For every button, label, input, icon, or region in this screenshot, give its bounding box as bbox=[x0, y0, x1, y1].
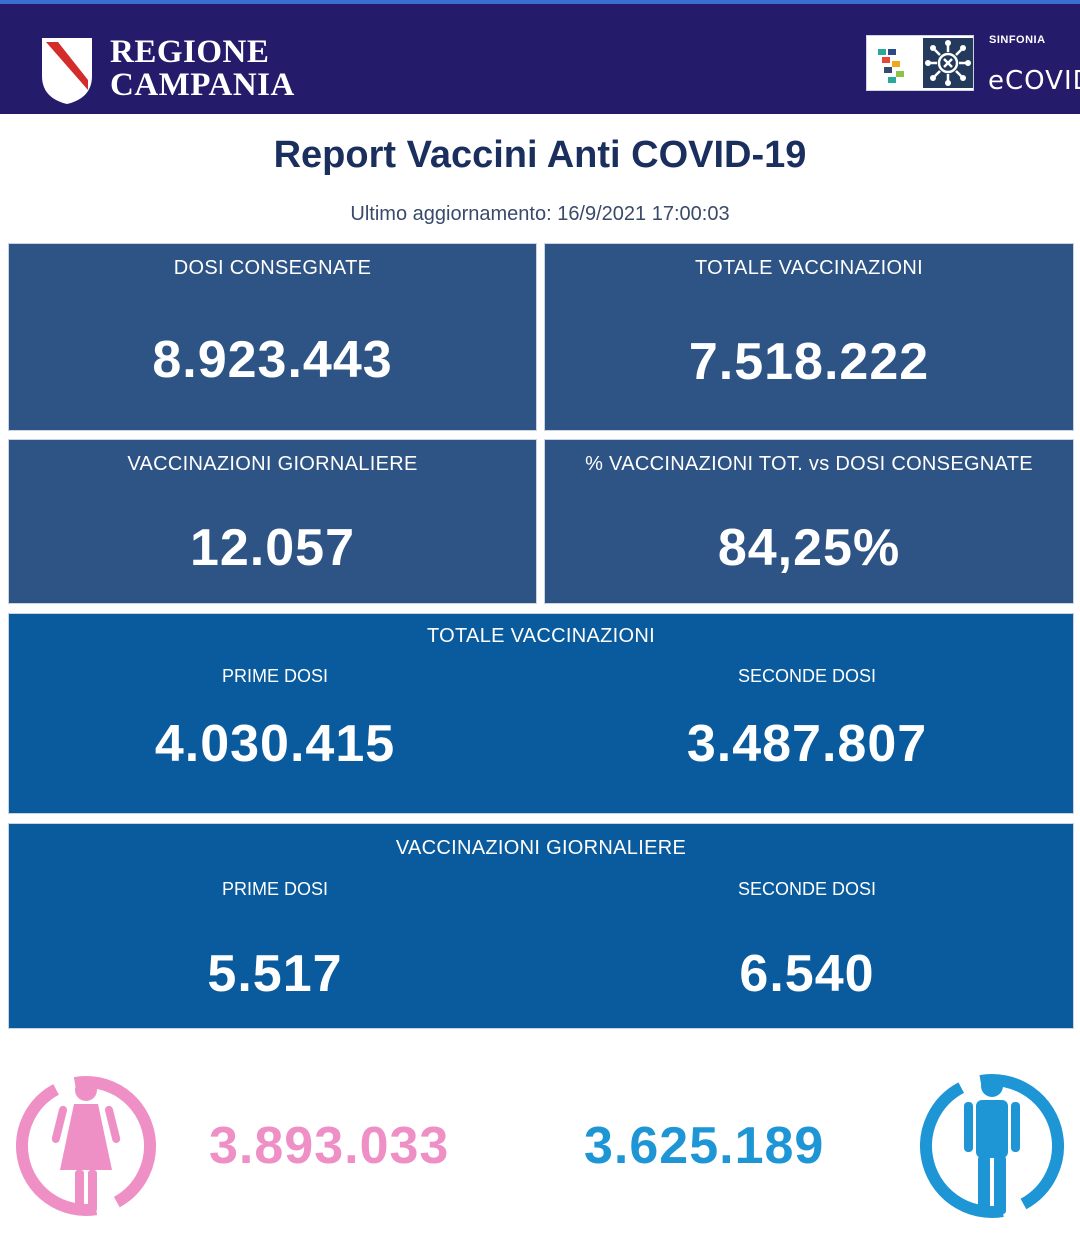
last-updated: Ultimo aggiornamento: 16/9/2021 17:00:03 bbox=[350, 203, 730, 225]
card-value: 8.923.443 bbox=[152, 331, 393, 389]
card-label: VACCINAZIONI GIORNALIERE bbox=[127, 453, 418, 475]
card-value: 7.518.222 bbox=[688, 333, 930, 391]
seconde-dosi-value: 3.487.807 bbox=[686, 715, 928, 773]
card-value: 84,25% bbox=[717, 519, 901, 577]
male-icon bbox=[920, 1074, 1064, 1218]
card-label: TOTALE VACCINAZIONI bbox=[695, 257, 923, 279]
male-value: 3.625.189 bbox=[584, 1117, 825, 1175]
prime-dosi-value: 4.030.415 bbox=[154, 715, 396, 773]
card-totale-vaccinazioni: TOTALE VACCINAZIONI 7.518.222 bbox=[545, 244, 1073, 430]
card-vaccinazioni-giornaliere: VACCINAZIONI GIORNALIERE 12.057 bbox=[9, 440, 536, 603]
card-label: VACCINAZIONI GIORNALIERE bbox=[395, 837, 687, 859]
partner-label: SINFONIA bbox=[989, 34, 1046, 46]
virus-icon bbox=[925, 40, 971, 86]
female-value: 3.893.033 bbox=[209, 1117, 450, 1175]
female-icon bbox=[16, 1076, 156, 1216]
seconde-dosi-label: SECONDE DOSI bbox=[737, 666, 877, 686]
card-totale-breakdown: TOTALE VACCINAZIONI PRIME DOSI SECONDE D… bbox=[9, 614, 1073, 813]
page-title: Report Vaccini Anti COVID-19 bbox=[273, 134, 807, 176]
card-label: % VACCINAZIONI TOT. vs DOSI CONSEGNATE bbox=[585, 453, 1033, 475]
prime-dosi-value: 5.517 bbox=[207, 945, 343, 1003]
card-label: TOTALE VACCINAZIONI bbox=[427, 625, 655, 647]
card-giornaliere-breakdown: VACCINAZIONI GIORNALIERE PRIME DOSI SECO… bbox=[9, 824, 1073, 1028]
header-bar: REGIONE CAMPANIA bbox=[0, 0, 1080, 114]
region-name: REGIONE CAMPANIA bbox=[110, 36, 295, 102]
card-dosi-consegnate: DOSI CONSEGNATE 8.923.443 bbox=[9, 244, 536, 430]
ecovid-logo bbox=[866, 35, 974, 91]
virus-badge bbox=[923, 38, 973, 88]
card-label: DOSI CONSEGNATE bbox=[173, 257, 372, 279]
seconde-dosi-label: SECONDE DOSI bbox=[737, 879, 877, 899]
male-badge bbox=[918, 1072, 1066, 1220]
region-line1: REGIONE bbox=[110, 34, 270, 70]
region-line2: CAMPANIA bbox=[110, 67, 295, 103]
seconde-dosi-value: 6.540 bbox=[739, 945, 875, 1003]
prime-dosi-label: PRIME DOSI bbox=[221, 879, 328, 899]
partner-name: eCOVID bbox=[988, 66, 1080, 96]
card-percentuale: % VACCINAZIONI TOT. vs DOSI CONSEGNATE 8… bbox=[545, 440, 1073, 603]
region-shield-icon bbox=[42, 38, 92, 104]
female-badge bbox=[14, 1074, 158, 1218]
card-value: 12.057 bbox=[189, 519, 356, 577]
prime-dosi-label: PRIME DOSI bbox=[221, 666, 328, 686]
sinfonia-mark-icon bbox=[878, 49, 904, 83]
